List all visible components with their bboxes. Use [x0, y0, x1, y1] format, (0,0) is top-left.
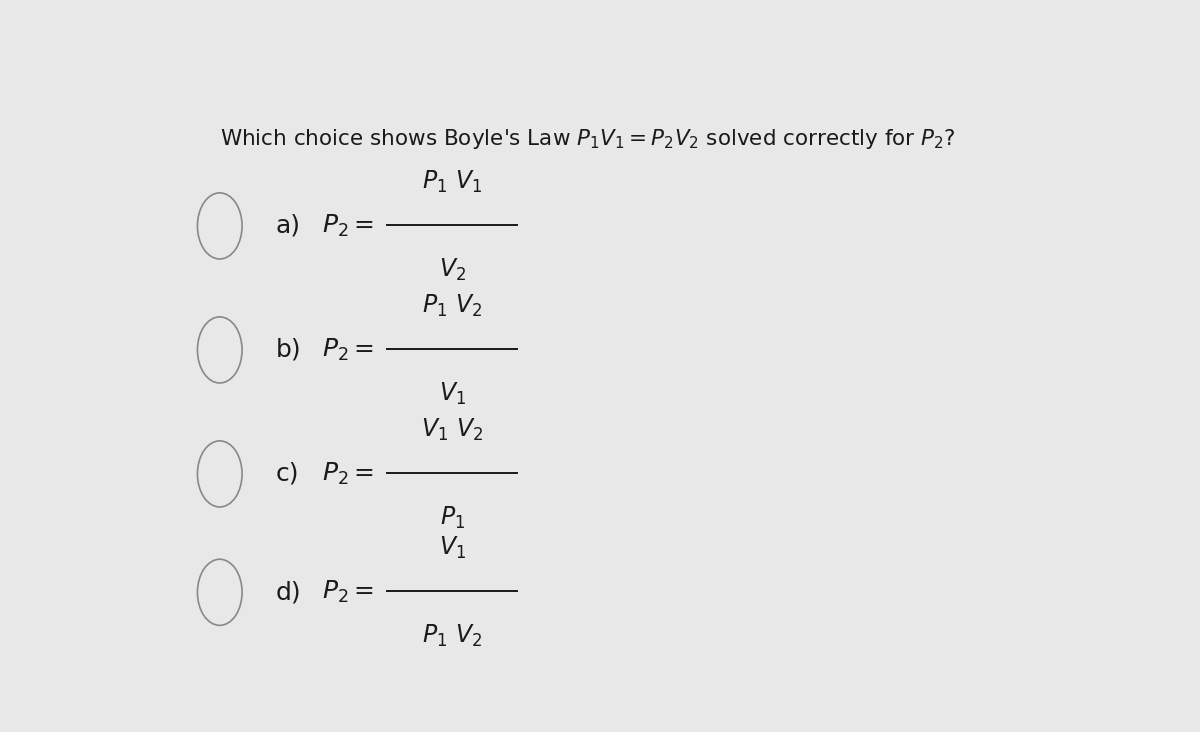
Text: $P_1$: $P_1$ — [439, 505, 464, 531]
Text: c): c) — [276, 462, 299, 486]
Text: d): d) — [276, 580, 301, 605]
Text: $V_1$: $V_1$ — [439, 535, 466, 561]
Text: $P_2 =$: $P_2 =$ — [322, 461, 374, 487]
Text: $P_2 =$: $P_2 =$ — [322, 337, 374, 363]
Text: $V_1\ V_2$: $V_1\ V_2$ — [421, 417, 484, 443]
Text: b): b) — [276, 338, 301, 362]
Text: Which choice shows Boyle's Law $P_1V_1 = P_2V_2$ solved correctly for $P_2$?: Which choice shows Boyle's Law $P_1V_1 =… — [220, 127, 955, 152]
Text: $P_1\ V_2$: $P_1\ V_2$ — [422, 624, 482, 649]
Text: $V_2$: $V_2$ — [439, 257, 466, 283]
Text: $P_1\ V_2$: $P_1\ V_2$ — [422, 293, 482, 319]
Text: $V_1$: $V_1$ — [439, 381, 466, 407]
Text: $P_2 =$: $P_2 =$ — [322, 579, 374, 605]
Text: $P_2 =$: $P_2 =$ — [322, 213, 374, 239]
Text: $P_1\ V_1$: $P_1\ V_1$ — [422, 169, 482, 195]
Text: a): a) — [276, 214, 300, 238]
